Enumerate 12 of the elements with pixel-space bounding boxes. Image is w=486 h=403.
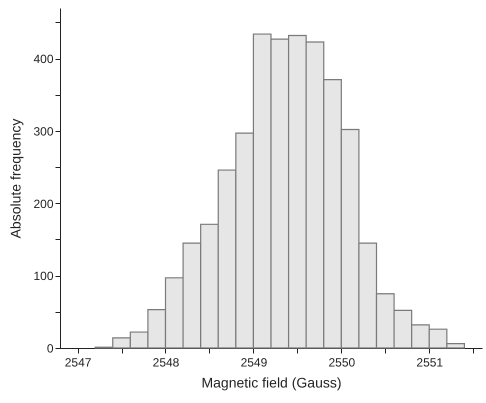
y-tick-label: 300 xyxy=(33,124,54,138)
x-tick-label: 2551 xyxy=(416,356,444,370)
y-tick-label: 0 xyxy=(46,342,54,356)
x-tick-label: 2550 xyxy=(328,356,356,370)
x-tick-label: 2548 xyxy=(152,356,180,370)
y-axis-title: Absolute frequency xyxy=(7,118,24,238)
x-axis-title: Magnetic field (Gauss) xyxy=(201,374,342,390)
y-tick-label: 400 xyxy=(33,52,54,66)
x-tick-label: 2549 xyxy=(240,356,268,370)
y-tick-label: 200 xyxy=(33,196,54,211)
x-tick-label: 2547 xyxy=(64,356,92,370)
y-tick-label: 100 xyxy=(33,269,54,284)
